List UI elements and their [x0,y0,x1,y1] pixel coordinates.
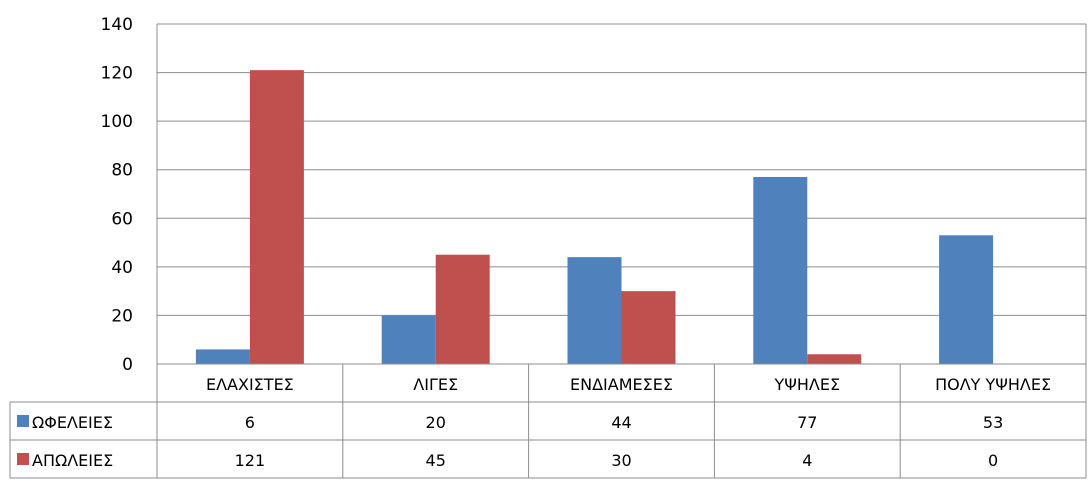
bar [249,70,304,365]
table-cell: 77 [797,413,817,432]
table-cell: 44 [611,413,631,432]
y-tick-label: 40 [111,258,133,278]
category-label: ΠΟΛΥ ΥΨΗΛΕΣ [935,375,1051,394]
category-label: ΕΛΑΧΙΣΤΕΣ [206,375,294,394]
table-cell: 6 [245,413,255,432]
table-cell: 20 [426,413,446,432]
category-label: ΥΨΗΛΕΣ [774,375,841,394]
table-cell: 4 [802,451,812,470]
bar [381,315,436,364]
y-tick-label: 120 [101,64,133,84]
data-table: ΕΛΑΧΙΣΤΕΣ ΛΙΓΕΣ ΕΝΔΙΑΜΕΣΕΣ ΥΨΗΛΕΣ ΠΟΛΥ ΥΨΗΛΕ… [9,363,1087,479]
bar [753,177,808,364]
bar [807,354,862,364]
y-tick-label: 100 [101,112,133,132]
category-label: ΕΝΔΙΑΜΕΣΕΣ [570,375,673,394]
y-tick-label: 20 [111,306,133,326]
y-tick-label: 140 [101,15,133,35]
y-tick-label: 60 [111,209,133,229]
y-axis-ticks: 0 20 40 60 80 100 120 140 [101,15,133,375]
table-cell: 53 [983,413,1003,432]
bar [621,291,676,364]
category-label: ΛΙΓΕΣ [413,375,458,394]
gridlines [156,23,1087,364]
bar [567,257,622,364]
y-tick-label: 80 [111,161,133,181]
series-name: ΑΠΩΛΕΙΕΣ [32,451,113,470]
table-cell: 45 [426,451,446,470]
legend-key [17,453,29,465]
table-cell: 30 [611,451,631,470]
table-cell: 0 [988,451,998,470]
table-cell: 121 [235,451,266,470]
legend-key [17,415,29,427]
bar [939,235,994,364]
y-tick-label: 0 [122,355,133,375]
bars [195,70,994,365]
bar [435,254,490,364]
series-name: ΩΦΕΛΕΙΕΣ [32,413,113,432]
bar [195,349,250,364]
